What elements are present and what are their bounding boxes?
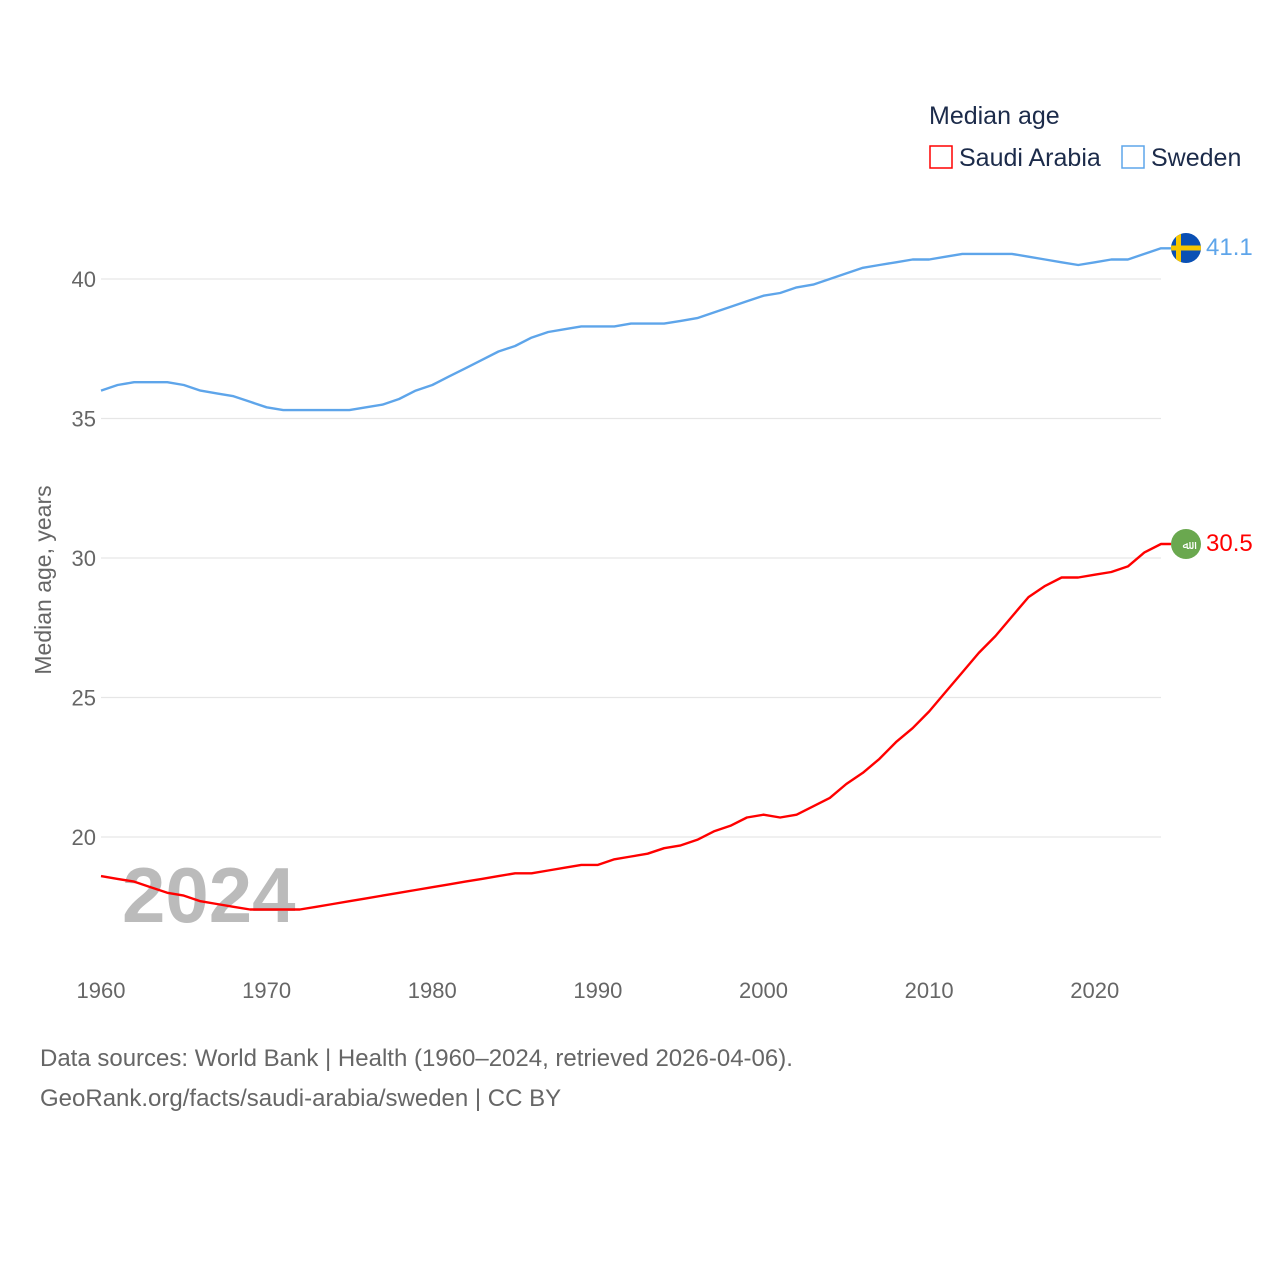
legend-title: Median age	[929, 102, 1060, 130]
attribution-link[interactable]: GeoRank.org/facts/saudi-arabia/sweden | …	[40, 1085, 562, 1112]
x-tick-label: 2000	[739, 978, 788, 1003]
sweden-flag-icon	[1171, 233, 1201, 263]
year-watermark: 2024	[122, 851, 296, 939]
y-tick-label: 35	[72, 407, 96, 432]
y-axis-label: Median age, years	[30, 485, 56, 674]
legend-label: Sweden	[1151, 144, 1241, 172]
legend-swatch	[929, 145, 953, 169]
x-tick-label: 1980	[408, 978, 457, 1003]
saudi-arabia-end-label: 30.5	[1206, 530, 1253, 557]
sweden-end-label: 41.1	[1206, 234, 1253, 261]
legend-swatch	[1121, 145, 1145, 169]
y-tick-label: 40	[72, 267, 96, 292]
data-sources-text: Data sources: World Bank | Health (1960–…	[40, 1045, 793, 1072]
x-tick-label: 1990	[573, 978, 622, 1003]
legend-label: Saudi Arabia	[959, 144, 1101, 172]
x-tick-label: 1970	[242, 978, 291, 1003]
legend-item-saudi-arabia[interactable]: Saudi Arabia	[929, 144, 1101, 172]
x-tick-label: 2010	[905, 978, 954, 1003]
y-tick-label: 30	[72, 546, 96, 571]
series-line-sweden	[100, 247, 1171, 412]
y-tick-label: 20	[72, 825, 96, 850]
y-tick-label: 25	[72, 686, 96, 711]
series-line-saudi-arabia	[100, 542, 1171, 911]
saudi-arabia-flag-icon: ﷲ	[1171, 529, 1201, 559]
legend-item-sweden[interactable]: Sweden	[1121, 144, 1241, 172]
x-tick-label: 2020	[1070, 978, 1119, 1003]
x-tick-label: 1960	[77, 978, 126, 1003]
